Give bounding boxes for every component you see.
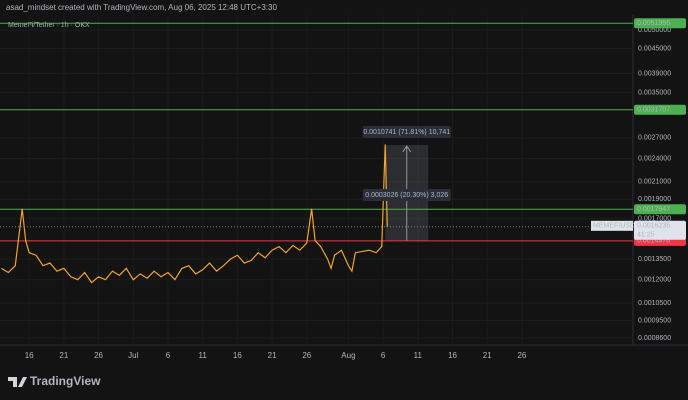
y-tick-label: 0.0009500	[638, 317, 671, 324]
symbol-label: MEMEFIUSDT	[593, 223, 640, 230]
y-tick-label: 0.0021000	[638, 179, 671, 186]
y-tick-label: 0.0017000	[638, 216, 671, 223]
x-tick-label: 26	[94, 351, 103, 360]
grid	[0, 15, 633, 345]
current-price-label: 0.0016235	[637, 223, 670, 230]
x-tick-label: 21	[268, 351, 277, 360]
x-tick-label: 11	[414, 351, 423, 360]
y-tick-label: 0.0013500	[638, 256, 671, 263]
x-tick-label: 21	[59, 351, 68, 360]
annotation: 0.0003026 (20.30%) 3,026	[365, 192, 448, 199]
level-label: 0.0051996	[637, 20, 670, 27]
brand: TradingView	[30, 374, 101, 388]
countdown: 41:25	[637, 232, 655, 239]
x-tick-label: 21	[483, 351, 492, 360]
logo-mark	[8, 377, 27, 387]
level-label: 0.0017947	[637, 206, 670, 213]
subtitle: MemeFi/Tether · 1h · OKX	[8, 22, 90, 29]
x-tick-label: Jul	[128, 351, 138, 360]
y-tick-label: 0.0008600	[638, 335, 671, 342]
y-tick-label: 0.0027000	[638, 135, 671, 142]
logo: TradingView	[8, 374, 101, 388]
x-tick-label: 6	[381, 351, 386, 360]
measure-arrow-head	[402, 145, 412, 153]
x-tick-label: 26	[302, 351, 311, 360]
level-tag	[634, 104, 686, 115]
y-tick-label: 0.0050000	[638, 27, 671, 34]
y-tick-label: 0.0035000	[638, 89, 671, 96]
x-tick-label: 16	[448, 351, 457, 360]
x-tick-label: 16	[233, 351, 242, 360]
y-tick-label: 0.0012000	[638, 277, 671, 284]
level-tag	[634, 204, 686, 215]
level-label: 0.0031707	[637, 107, 670, 114]
price-line	[1, 144, 388, 284]
y-tick-label: 0.0024000	[638, 155, 671, 162]
x-tick-label: 26	[517, 351, 526, 360]
symbol-tag	[591, 220, 633, 231]
x-tick-label: 11	[199, 351, 208, 360]
current-tag	[634, 220, 686, 240]
annotation-box	[362, 126, 451, 138]
annotation-box	[362, 189, 451, 201]
x-tick-label: 16	[25, 351, 34, 360]
annotation: 0.0010741 (71.81%) 10,741	[363, 129, 450, 136]
level-label: 0.0014978	[637, 238, 670, 245]
level-tag	[634, 18, 686, 29]
y-tick-label: 0.0045000	[638, 45, 671, 52]
y-tick-label: 0.0010500	[638, 300, 671, 307]
y-tick-label: 0.0019000	[638, 196, 671, 203]
x-tick-label: Aug	[341, 351, 355, 360]
x-tick-label: 6	[166, 351, 171, 360]
credit: asad_mindset created with TradingView.co…	[6, 3, 277, 12]
y-tick-label: 0.0039000	[638, 70, 671, 77]
